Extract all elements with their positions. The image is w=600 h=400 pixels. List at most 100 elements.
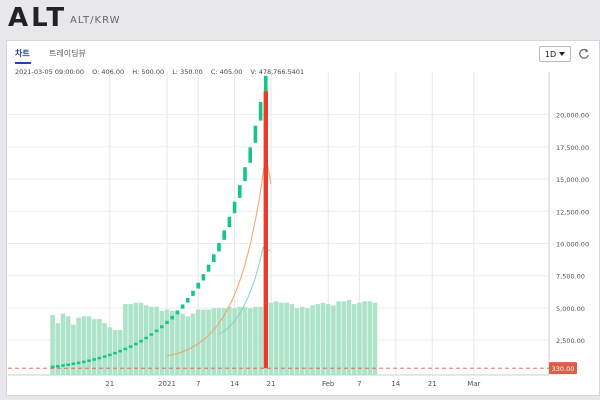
candle <box>253 125 258 143</box>
candle <box>50 365 55 369</box>
volume-bar <box>227 306 232 375</box>
candle <box>139 339 143 343</box>
volume-bar <box>289 304 295 375</box>
volume-bar <box>180 313 185 375</box>
tab-chart[interactable]: 차트 <box>15 49 30 58</box>
y-tick-label: 17,500.00 <box>556 144 589 152</box>
candle <box>206 264 211 272</box>
candle <box>191 290 195 296</box>
candles <box>50 75 268 369</box>
volume-bar <box>253 306 258 375</box>
x-tick-label: 7 <box>196 380 200 388</box>
volume-bar <box>258 306 263 375</box>
ohlc-high: H: 500.00 <box>132 68 165 76</box>
chevron-down-icon <box>559 52 566 56</box>
volume-bar <box>117 330 123 375</box>
volume-bar <box>294 308 300 375</box>
candle <box>149 333 154 336</box>
candle <box>61 364 65 367</box>
y-tick-label: 7,500.00 <box>556 273 585 281</box>
volume-bar <box>372 302 378 375</box>
candle <box>160 325 164 329</box>
candle <box>102 355 107 358</box>
volume-bar <box>81 316 87 375</box>
candle <box>87 359 91 362</box>
x-tick-label: 21 <box>428 380 437 388</box>
volume-bar <box>351 304 357 375</box>
candle <box>196 282 200 289</box>
volume-bar <box>357 302 362 375</box>
trading-pair: ALT/KRW <box>70 15 121 26</box>
volume-bars <box>50 300 378 375</box>
candle <box>108 353 112 357</box>
candle <box>248 147 252 163</box>
candle <box>212 254 216 263</box>
tab-bar: 차트 트레이딩뷰 <box>7 41 599 65</box>
volume-bar <box>221 308 227 375</box>
refresh-icon[interactable] <box>577 47 591 61</box>
candle <box>227 216 232 228</box>
volume-bar <box>185 316 191 375</box>
y-tick-label: 2,500.00 <box>556 337 585 345</box>
volume-bar <box>76 317 81 375</box>
volume-bar <box>346 300 352 375</box>
y-tick-label: 12,500.00 <box>556 208 589 216</box>
candle <box>238 185 242 198</box>
x-tick-label: 14 <box>391 380 400 388</box>
volume-bar <box>55 323 61 375</box>
candle <box>97 356 102 360</box>
candle <box>144 336 148 340</box>
interval-dropdown[interactable]: 1D <box>539 46 571 62</box>
volume-bar <box>310 305 315 375</box>
candle <box>217 242 221 252</box>
volume-bar <box>242 306 248 375</box>
tab-tradingview[interactable]: 트레이딩뷰 <box>49 49 86 58</box>
crash-candle <box>263 91 268 369</box>
moving-average-long-line <box>218 246 272 335</box>
volume-bar <box>65 316 71 375</box>
volume-bar <box>86 316 92 375</box>
header: ALT ALT/KRW <box>0 0 600 44</box>
candle <box>201 274 206 281</box>
volume-bar <box>216 308 222 375</box>
volume-bar <box>138 302 144 375</box>
volume-bar <box>164 309 170 375</box>
candle <box>66 363 70 366</box>
x-tick-label: 21 <box>105 380 114 388</box>
volume-bar <box>97 319 102 375</box>
volume-bar <box>299 306 305 375</box>
volume-bar <box>325 304 331 375</box>
x-tick-label: 7 <box>357 380 361 388</box>
volume-bar <box>102 323 107 375</box>
volume-bar <box>169 310 175 375</box>
ohlc-date: 2021-03-05 09:00:00 <box>15 68 85 76</box>
current-price-label: 330.00 <box>552 365 575 373</box>
interval-value: 1D <box>544 49 557 59</box>
volume-bar <box>107 327 113 375</box>
active-tab-underline <box>15 62 31 64</box>
y-tick-label: 15,000.00 <box>556 176 589 184</box>
volume-bar <box>362 301 367 375</box>
volume-bar <box>60 313 66 375</box>
volume-bar <box>336 301 341 375</box>
candle <box>232 201 237 214</box>
volume-bar <box>91 319 97 375</box>
volume-bar <box>331 305 336 375</box>
volume-bar <box>279 302 284 375</box>
candle <box>76 361 81 365</box>
candle <box>243 167 247 182</box>
volume-bar <box>149 306 154 375</box>
volume-bar <box>71 324 76 375</box>
y-tick-label: 20,000.00 <box>556 112 589 120</box>
candle <box>186 297 190 303</box>
x-tick-label: 2021 <box>158 380 176 388</box>
volume-bar <box>195 309 201 375</box>
volume-bar <box>159 310 165 375</box>
volume-bar <box>143 305 149 375</box>
ohlc-low: L: 350.00 <box>172 68 203 76</box>
candle <box>118 349 122 353</box>
candle <box>175 310 180 315</box>
candle <box>154 329 159 333</box>
candle <box>128 345 133 348</box>
